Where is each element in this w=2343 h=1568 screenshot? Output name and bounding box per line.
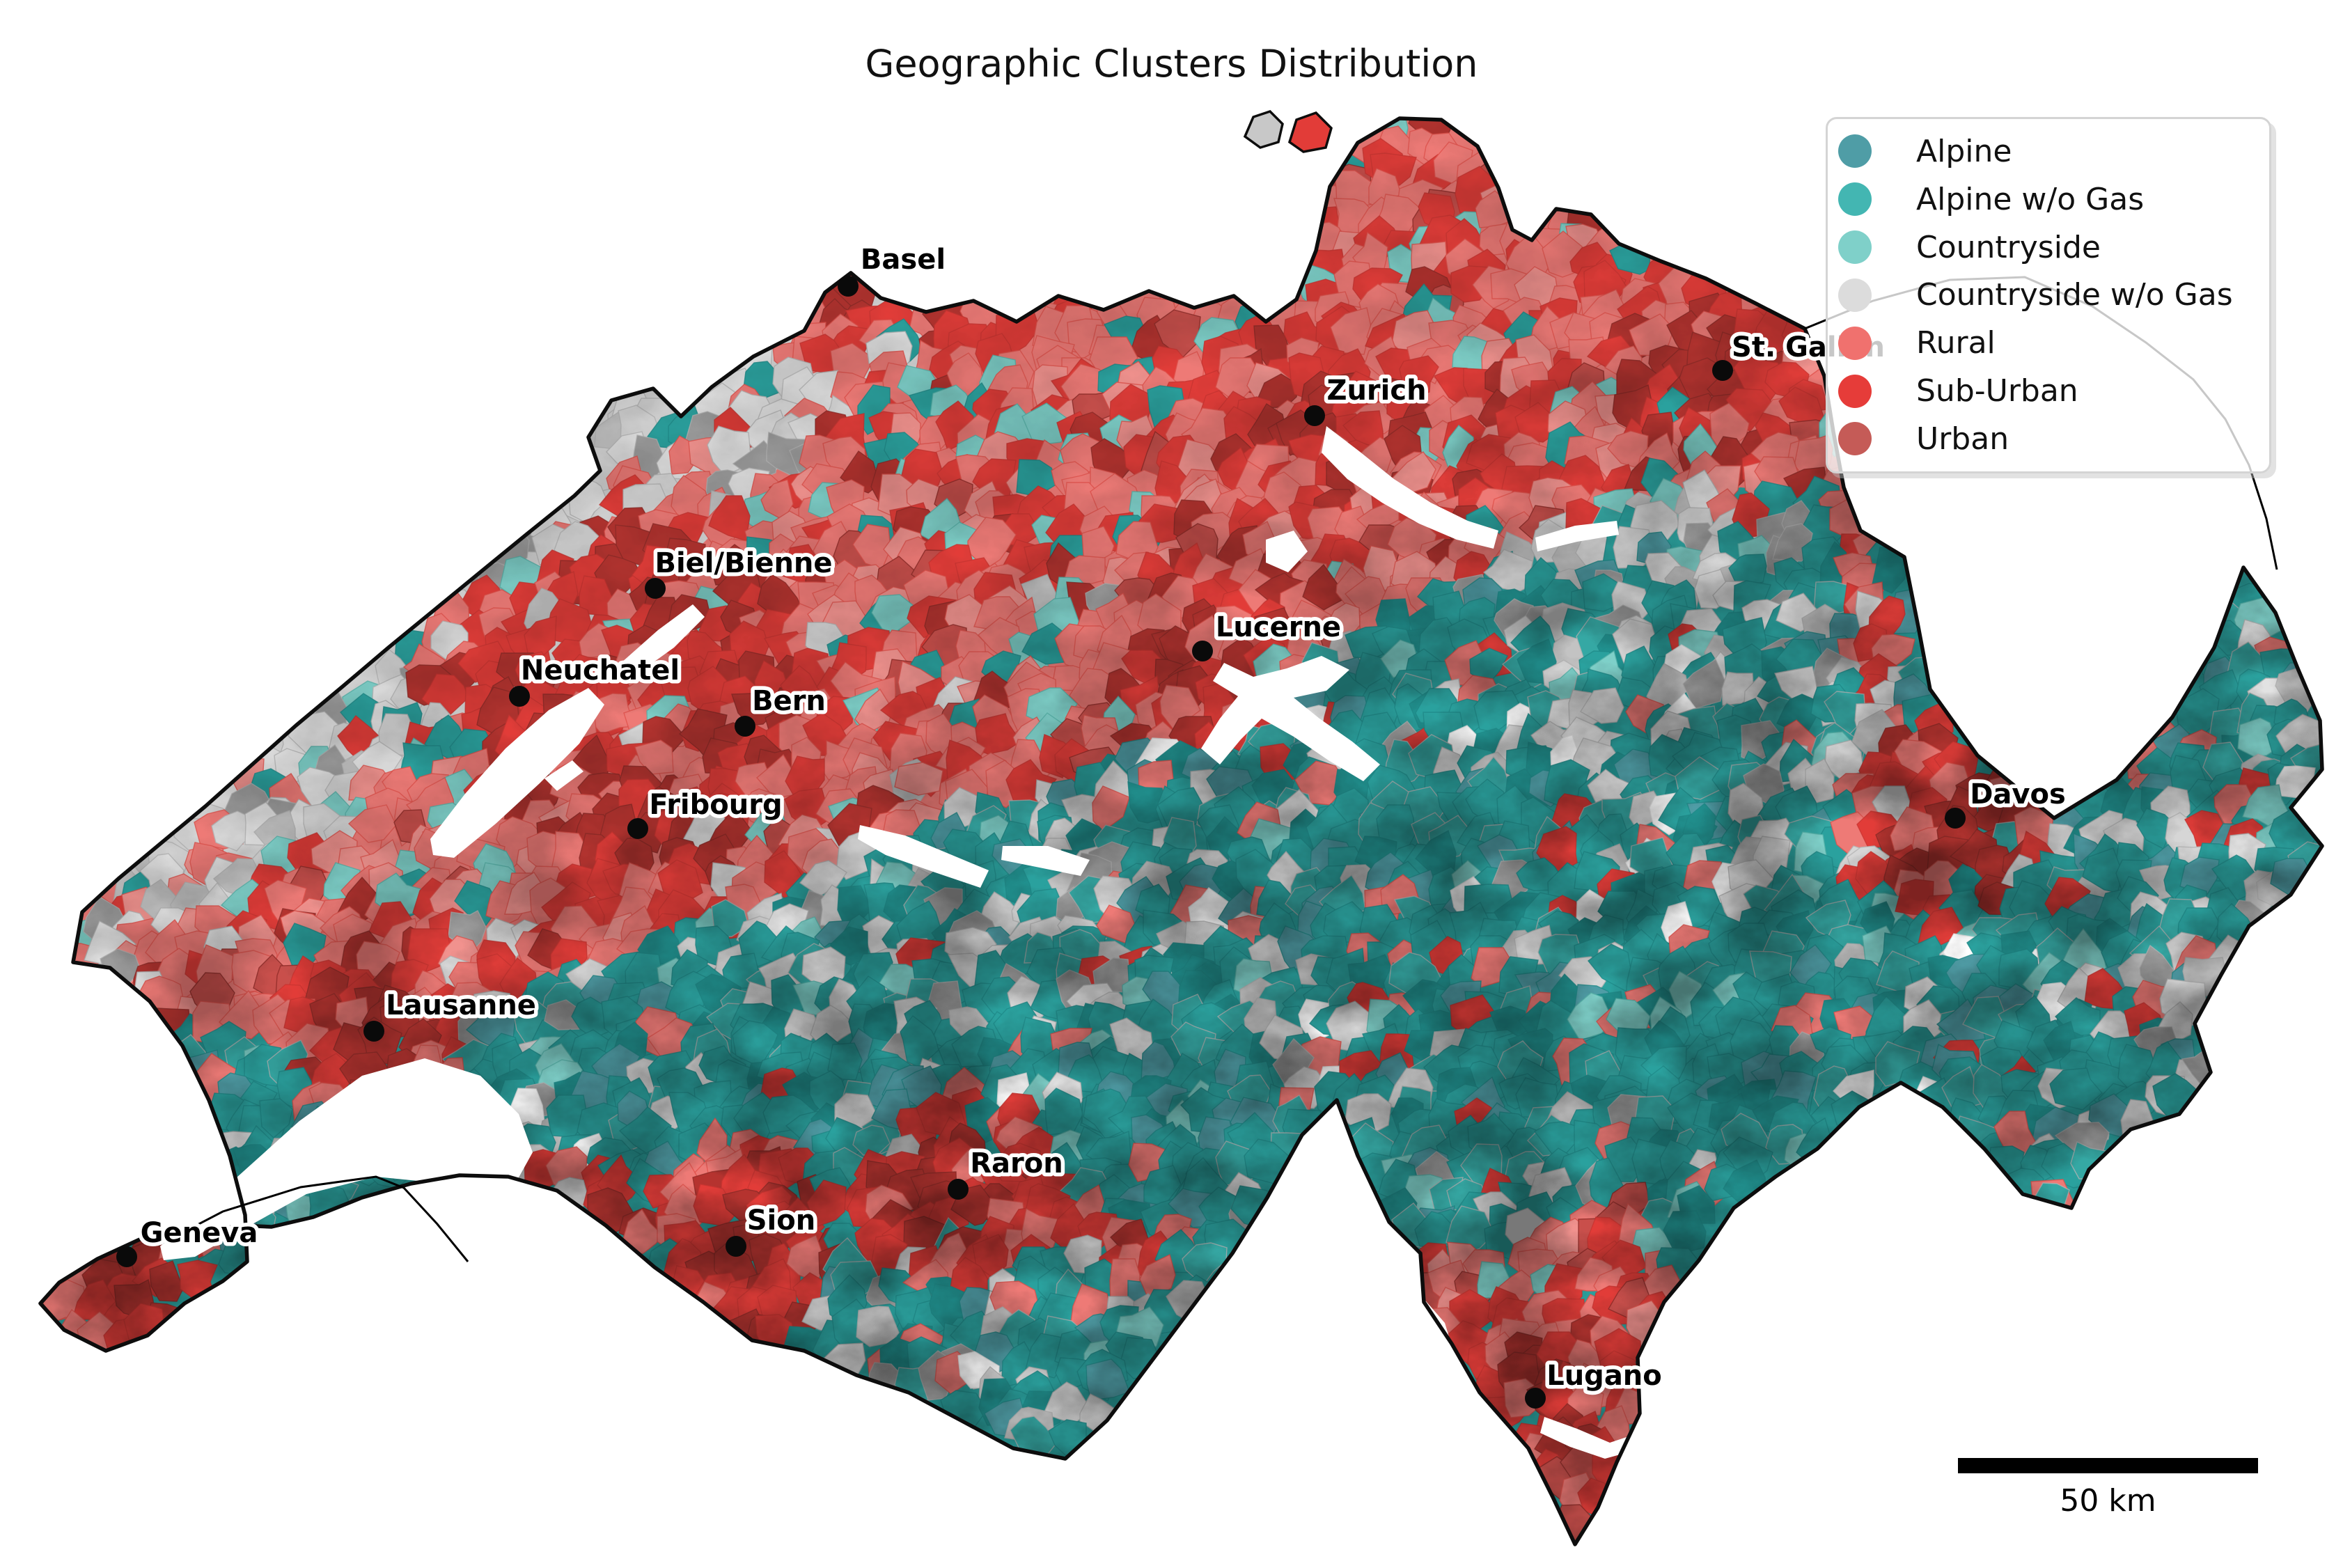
city-label: Bern (752, 685, 826, 717)
lake (160, 1058, 533, 1260)
lake (544, 760, 583, 791)
city-dot-icon (1192, 641, 1213, 661)
legend-item-countryside-wo-gas: Countryside w/o Gas (1838, 277, 2262, 313)
city-label: Davos (1970, 778, 2066, 810)
city-dot-icon (1712, 360, 1733, 381)
city-dot-icon (838, 276, 859, 297)
city-label: Sion (747, 1205, 815, 1237)
legend-item-rural: Rural (1838, 325, 2262, 361)
country-border (38, 116, 2324, 1546)
scale-bar-line (1958, 1458, 2258, 1473)
city-marker-raron: Raron (948, 1144, 1067, 1200)
city-dot-icon (735, 716, 755, 737)
city-dot-icon (726, 1236, 746, 1257)
city-label: Fribourg (649, 789, 782, 821)
city-dot-icon (509, 686, 530, 707)
city-label: Biel/Bienne (655, 547, 832, 579)
lake (858, 825, 989, 888)
city-marker-fribourg: Fribourg (627, 785, 786, 839)
lake (621, 604, 705, 674)
lake (1201, 656, 1380, 781)
city-dot-icon (1525, 1388, 1546, 1409)
legend-item-alpine: Alpine (1838, 134, 2262, 169)
legend-label: Rural (1916, 325, 1996, 361)
city-dot-icon (948, 1179, 969, 1200)
city-marker-basel: Basel (838, 240, 950, 297)
city-label: Lucerne (1216, 611, 1341, 643)
city-dot-icon (645, 578, 666, 599)
legend-label: Alpine (1916, 133, 2012, 169)
city-label: Raron (970, 1147, 1063, 1179)
countryside-wo-gas-swatch-icon (1838, 278, 1872, 312)
city-marker-sion: Sion (726, 1201, 820, 1257)
sub-urban-swatch-icon (1838, 374, 1872, 408)
city-label: Geneva (141, 1217, 258, 1249)
lake (1535, 521, 1619, 551)
urban-swatch-icon (1838, 422, 1872, 456)
city-marker-geneva: Geneva (116, 1214, 262, 1267)
city-marker-lausanne: Lausanne (363, 986, 540, 1042)
legend-box: Alpine Alpine w/o Gas Countryside Countr… (1826, 117, 2271, 473)
scale-bar-label: 50 km (2060, 1483, 2156, 1519)
exclave-territory (1287, 111, 1333, 153)
lake (430, 688, 604, 858)
exclave-territory (1243, 109, 1284, 149)
city-marker-bern: Bern (735, 682, 829, 737)
city-dot-icon (116, 1246, 137, 1267)
legend-label: Alpine w/o Gas (1916, 181, 2145, 217)
city-marker-lucerne: Lucerne (1192, 608, 1345, 661)
city-dot-icon (1945, 808, 1966, 829)
legend-label: Countryside (1916, 229, 2101, 265)
legend-item-sub-urban: Sub-Urban (1838, 373, 2262, 409)
legend-label: Countryside w/o Gas (1916, 277, 2233, 313)
city-label: Lausanne (386, 989, 536, 1021)
rural-swatch-icon (1838, 326, 1872, 360)
legend-item-countryside: Countryside (1838, 230, 2262, 265)
lake (1540, 1417, 1638, 1459)
alpine-swatch-icon (1838, 134, 1872, 168)
lake (1001, 846, 1090, 876)
legend-item-alpine-wo-gas: Alpine w/o Gas (1838, 182, 2262, 217)
countryside-swatch-icon (1838, 230, 1872, 265)
city-marker-biel-bienne: Biel/Bienne (645, 544, 836, 599)
lake (1266, 531, 1308, 572)
page-title: Geographic Clusters Distribution (865, 42, 1478, 86)
city-marker-lugano: Lugano (1525, 1356, 1666, 1409)
city-label: Zurich (1326, 375, 1426, 407)
city-dot-icon (363, 1021, 384, 1042)
city-marker-neuchatel: Neuchatel (509, 651, 684, 707)
city-label: Lugano (1546, 1360, 1662, 1392)
city-marker-davos: Davos (1945, 775, 2069, 829)
city-dot-icon (627, 818, 648, 839)
city-marker-zurich: Zurich (1304, 371, 1430, 426)
city-label: Basel (861, 244, 946, 276)
legend-label: Urban (1916, 421, 2009, 457)
scale-bar: 50 km (1958, 1458, 2258, 1519)
alpine-wo-gas-swatch-icon (1838, 182, 1872, 217)
neighbor-border-line (158, 1175, 469, 1262)
lake (1322, 426, 1498, 549)
legend-item-urban: Urban (1838, 421, 2262, 457)
city-dot-icon (1304, 405, 1325, 426)
legend-label: Sub-Urban (1916, 373, 2078, 409)
city-label: Neuchatel (521, 654, 680, 687)
